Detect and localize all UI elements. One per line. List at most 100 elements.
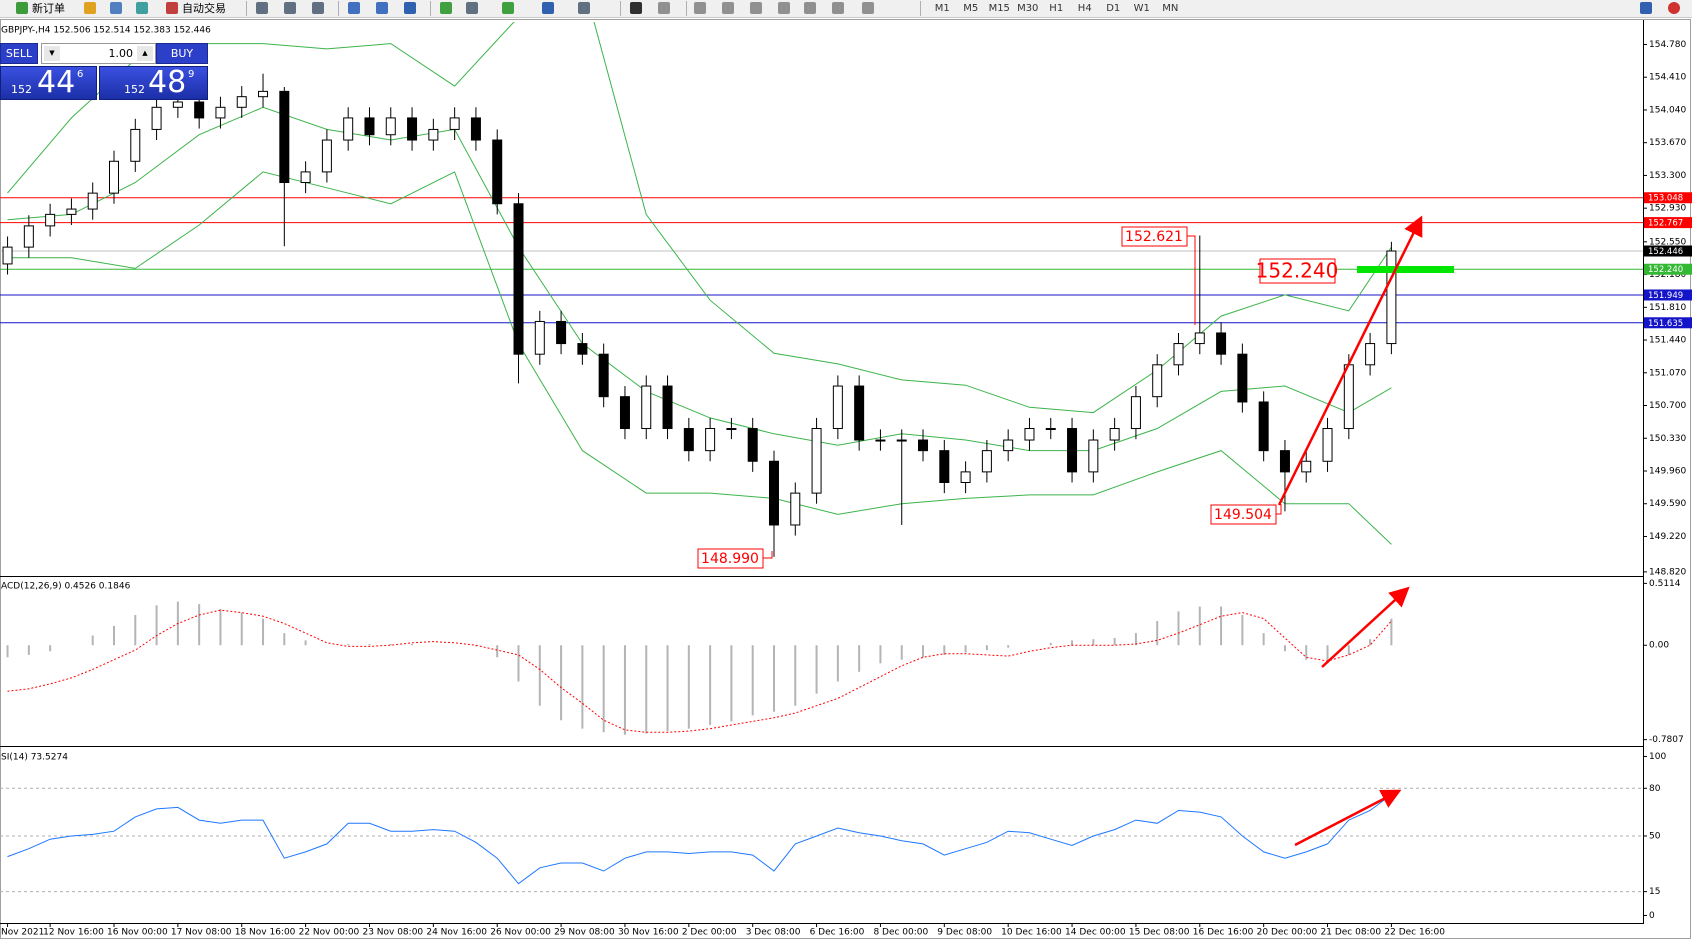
- candle-body: [1343, 364, 1354, 430]
- timeframe-button[interactable]: W1: [1133, 3, 1150, 14]
- x-tick-label: 12 Nov 16:00: [43, 928, 104, 938]
- crosshair[interactable]: [658, 2, 670, 14]
- draw-tool[interactable]: [832, 2, 844, 14]
- highlight-bar: [1357, 266, 1454, 273]
- candle-body: [428, 128, 439, 141]
- x-tick-label: 29 Nov 08:00: [554, 928, 615, 938]
- lot-value[interactable]: 1.00: [108, 47, 134, 60]
- search[interactable]: [1640, 2, 1652, 14]
- draw-tool[interactable]: [750, 2, 762, 14]
- x-tick-label: 21 Dec 08:00: [1321, 928, 1382, 938]
- toolbar-icon[interactable]: [440, 2, 452, 14]
- candle-body: [1130, 396, 1141, 430]
- new-order-button[interactable]: 新订单: [32, 2, 65, 15]
- candle-body: [1216, 332, 1227, 355]
- price-level-tag: [1644, 245, 1692, 257]
- candle-body: [172, 101, 183, 108]
- candle-body: [939, 450, 950, 484]
- x-tick-label: 24 Nov 16:00: [426, 928, 487, 938]
- auto-trading-button[interactable]: 自动交易: [182, 2, 226, 15]
- toolbar-icon[interactable]: [84, 2, 96, 14]
- timeframe-button[interactable]: MN: [1162, 3, 1179, 14]
- x-tick-label: 20 Dec 00:00: [1257, 928, 1318, 938]
- draw-tool[interactable]: [694, 2, 706, 14]
- lot-increase[interactable]: ▲: [137, 46, 153, 61]
- indicators[interactable]: [502, 2, 514, 14]
- lot-field[interactable]: ▼ 1.00 ▲: [41, 43, 156, 64]
- draw-tool[interactable]: [804, 2, 816, 14]
- price-level-label: 151.949: [1648, 291, 1683, 301]
- x-tick-label: 17 Nov 08:00: [171, 928, 232, 938]
- timeframe-button[interactable]: M15: [988, 3, 1010, 14]
- indicator-title: GBPJPY-,H4 152.506 152.514 152.383 152.4…: [1, 26, 211, 36]
- candle-body: [130, 128, 141, 162]
- toolbar-icon[interactable]: [284, 2, 296, 14]
- candle-body: [960, 471, 971, 484]
- candle-body: [23, 225, 34, 248]
- toolbar-icon[interactable]: [256, 2, 268, 14]
- candle-body: [2, 246, 13, 265]
- templates[interactable]: [578, 2, 590, 14]
- draw-tool[interactable]: [862, 2, 874, 14]
- candle-body: [556, 320, 567, 345]
- auto-trading-icon[interactable]: [166, 2, 178, 14]
- draw-tool[interactable]: [722, 2, 734, 14]
- buy-button[interactable]: BUY: [156, 43, 208, 64]
- zoom-in[interactable]: [348, 2, 360, 14]
- toolbar-icon[interactable]: [136, 2, 148, 14]
- trend-arrow: [1321, 586, 1410, 668]
- x-tick-label: 16 Nov 00:00: [107, 928, 168, 938]
- toolbar-icon[interactable]: [110, 2, 122, 14]
- buy-price[interactable]: 152 48 9: [99, 66, 208, 100]
- toolbar-icon[interactable]: [466, 2, 478, 14]
- candle-body: [1365, 343, 1376, 366]
- price-level-tag: [1644, 192, 1692, 204]
- price-level-tag: [1644, 217, 1692, 229]
- candle-body: [194, 101, 205, 119]
- price-pips: 44: [37, 65, 76, 100]
- y-tick-label: 153.670: [1649, 138, 1686, 148]
- chart-frame: [0, 19, 1691, 939]
- x-tick-label: 22 Nov 00:00: [299, 928, 360, 938]
- timeframe-button[interactable]: H4: [1077, 3, 1092, 14]
- timeframes: M1 M5 M15 M30 H1 H4 D1 W1 MN: [928, 1, 1185, 16]
- candle-body: [577, 343, 588, 355]
- rsi-line: [7, 794, 1392, 885]
- tile[interactable]: [404, 2, 416, 14]
- candle-body: [470, 117, 481, 141]
- draw-tool[interactable]: [778, 2, 790, 14]
- x-tick-label: Nov 2021: [1, 928, 44, 938]
- timeframe-button[interactable]: M1: [934, 3, 950, 14]
- timeframe-button[interactable]: M5: [963, 3, 979, 14]
- macd-signal: [7, 609, 1392, 733]
- timeframe-button[interactable]: H1: [1049, 3, 1064, 14]
- candle-body: [236, 96, 247, 108]
- x-tick-label: 2 Dec 00:00: [682, 928, 737, 938]
- y-tick-label: 80: [1649, 784, 1661, 794]
- cursor[interactable]: [630, 2, 642, 14]
- new-order-icon[interactable]: [16, 2, 28, 14]
- zoom-out[interactable]: [376, 2, 388, 14]
- timeframe-button[interactable]: D1: [1106, 3, 1121, 14]
- indicator-title: SI(14) 73.5274: [1, 753, 68, 763]
- sell-price[interactable]: 152 44 6: [0, 66, 97, 100]
- y-tick-label: 50: [1649, 831, 1661, 841]
- y-tick-label: 151.810: [1649, 303, 1686, 313]
- periods[interactable]: [542, 2, 554, 14]
- price-level-label: 152.767: [1648, 219, 1683, 229]
- candle-body: [364, 117, 375, 136]
- price-level-label: 151.635: [1648, 319, 1683, 329]
- sell-button[interactable]: SELL: [0, 43, 38, 64]
- y-tick-label: 100: [1649, 752, 1666, 762]
- x-tick-label: 10 Dec 16:00: [1001, 928, 1062, 938]
- candle-body: [321, 139, 332, 173]
- candle-body: [1152, 364, 1163, 398]
- y-tick-label: 152.930: [1649, 204, 1686, 214]
- notifications[interactable]: [1668, 2, 1680, 14]
- candle-body: [1024, 428, 1035, 441]
- timeframe-button[interactable]: M30: [1017, 3, 1039, 14]
- toolbar-icon[interactable]: [312, 2, 324, 14]
- x-tick-label: 23 Nov 08:00: [362, 928, 423, 938]
- candle-body: [45, 213, 56, 227]
- lot-decrease[interactable]: ▼: [44, 46, 60, 61]
